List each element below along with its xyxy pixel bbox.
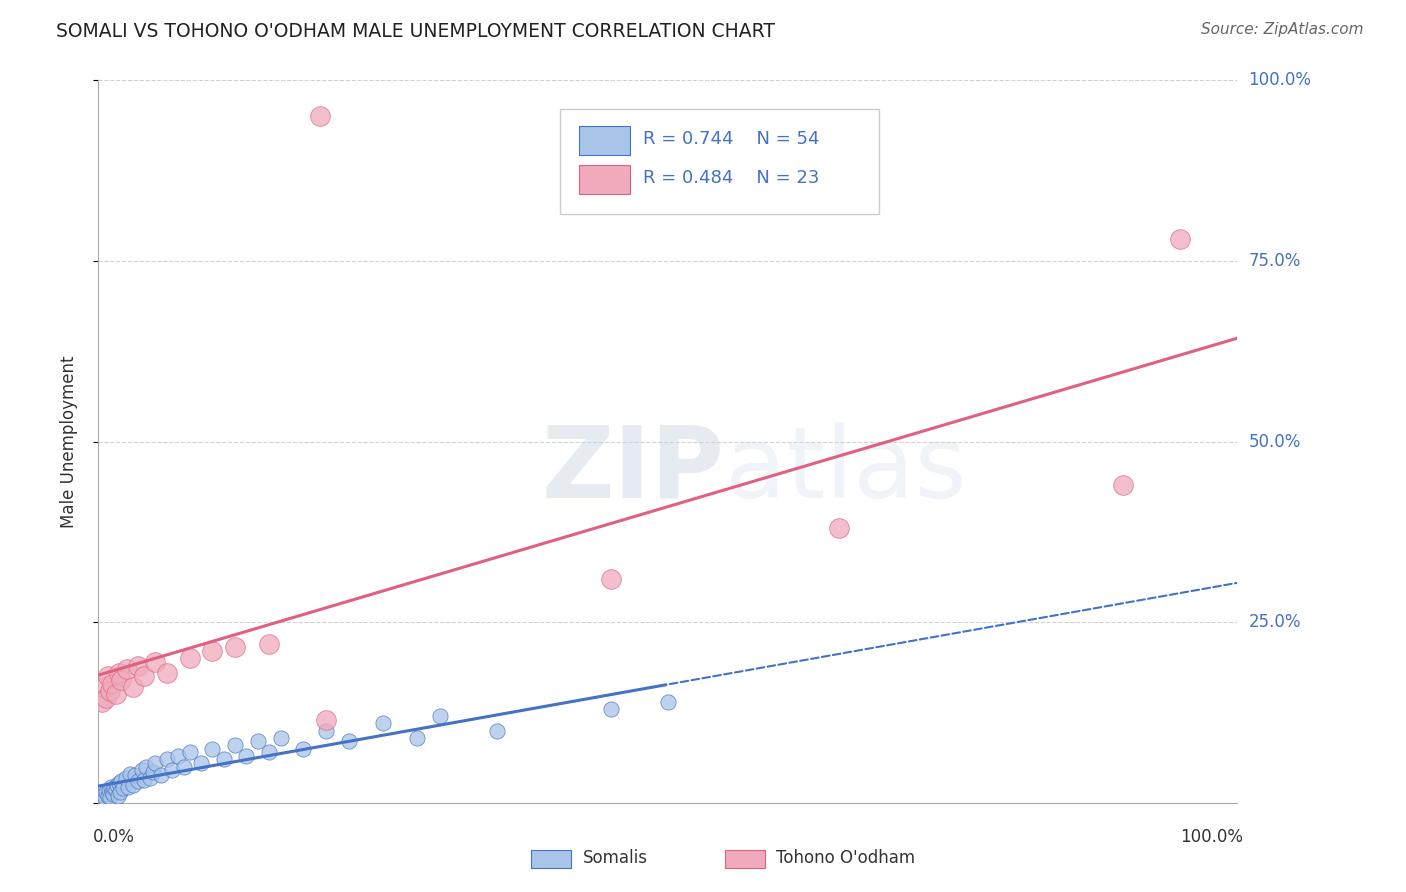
Point: [94, 791, 117, 805]
Point: [132, 669, 155, 683]
Text: Somalis: Somalis: [582, 849, 647, 867]
Point: [179, 651, 201, 665]
Point: [91, 790, 114, 805]
Point: [406, 731, 429, 745]
Point: [292, 741, 315, 756]
Point: [103, 781, 125, 796]
Point: [127, 774, 149, 789]
Point: [156, 665, 179, 680]
Point: [104, 782, 127, 797]
Point: [600, 702, 623, 716]
Point: [96, 691, 118, 706]
Text: R = 0.744    N = 54: R = 0.744 N = 54: [643, 130, 820, 148]
Text: Tohono O'odham: Tohono O'odham: [776, 849, 915, 867]
Point: [371, 716, 394, 731]
Point: [101, 676, 124, 690]
Point: [1112, 478, 1135, 492]
Point: [108, 775, 131, 789]
Point: [224, 640, 246, 655]
Point: [315, 713, 337, 727]
Point: [98, 683, 121, 698]
Point: [1170, 232, 1192, 246]
Point: [120, 767, 142, 781]
FancyBboxPatch shape: [579, 126, 630, 154]
Point: [110, 774, 132, 789]
Text: R = 0.484    N = 23: R = 0.484 N = 23: [643, 169, 820, 186]
Point: [235, 748, 257, 763]
Point: [96, 785, 118, 799]
Point: [97, 782, 120, 797]
Point: [173, 760, 195, 774]
Point: [101, 785, 124, 799]
Point: [105, 778, 128, 792]
Point: [309, 110, 332, 124]
Point: [486, 723, 509, 738]
Point: [142, 765, 165, 780]
Point: [167, 748, 190, 763]
Point: [657, 695, 679, 709]
Point: [93, 787, 115, 801]
Point: [201, 644, 224, 658]
FancyBboxPatch shape: [560, 109, 879, 214]
Point: [246, 734, 269, 748]
Text: Source: ZipAtlas.com: Source: ZipAtlas.com: [1201, 22, 1364, 37]
Text: atlas: atlas: [725, 422, 966, 519]
Point: [212, 752, 235, 766]
Point: [96, 789, 118, 803]
Point: [270, 731, 292, 745]
Point: [138, 771, 160, 785]
Point: [108, 785, 131, 799]
Y-axis label: Male Unemployment: Male Unemployment: [59, 355, 77, 528]
Point: [259, 637, 281, 651]
Point: [103, 787, 125, 801]
Point: [828, 521, 851, 535]
Text: 0.0%: 0.0%: [93, 828, 135, 847]
Point: [145, 756, 167, 770]
Point: [135, 760, 157, 774]
Point: [100, 780, 122, 794]
Point: [224, 738, 246, 752]
Point: [156, 752, 179, 766]
FancyBboxPatch shape: [531, 850, 571, 868]
Point: [117, 780, 139, 794]
Point: [115, 662, 138, 676]
Point: [132, 772, 155, 787]
Point: [127, 658, 149, 673]
Text: 75.0%: 75.0%: [1249, 252, 1301, 270]
Point: [90, 792, 112, 806]
Point: [104, 687, 127, 701]
Point: [150, 768, 173, 782]
Point: [110, 673, 132, 687]
Text: 100.0%: 100.0%: [1249, 71, 1312, 89]
Point: [121, 778, 143, 792]
Point: [114, 771, 136, 785]
Text: SOMALI VS TOHONO O'ODHAM MALE UNEMPLOYMENT CORRELATION CHART: SOMALI VS TOHONO O'ODHAM MALE UNEMPLOYME…: [56, 22, 775, 41]
Point: [96, 669, 118, 683]
Point: [93, 680, 115, 694]
FancyBboxPatch shape: [725, 850, 765, 868]
Point: [90, 695, 112, 709]
Point: [98, 790, 121, 805]
Point: [337, 734, 360, 748]
Point: [108, 665, 131, 680]
Point: [600, 572, 623, 586]
Point: [259, 745, 281, 759]
Point: [201, 741, 224, 756]
Point: [162, 764, 184, 778]
Text: 50.0%: 50.0%: [1249, 433, 1301, 450]
Text: 100.0%: 100.0%: [1180, 828, 1243, 847]
Point: [112, 781, 135, 796]
Point: [124, 768, 146, 782]
Point: [107, 789, 129, 803]
Text: 25.0%: 25.0%: [1249, 613, 1301, 632]
FancyBboxPatch shape: [579, 165, 630, 194]
Point: [145, 655, 167, 669]
Point: [121, 680, 143, 694]
Point: [429, 709, 451, 723]
Text: ZIP: ZIP: [541, 422, 725, 519]
Point: [315, 723, 337, 738]
Point: [190, 756, 212, 770]
Point: [131, 764, 153, 778]
Point: [179, 745, 201, 759]
